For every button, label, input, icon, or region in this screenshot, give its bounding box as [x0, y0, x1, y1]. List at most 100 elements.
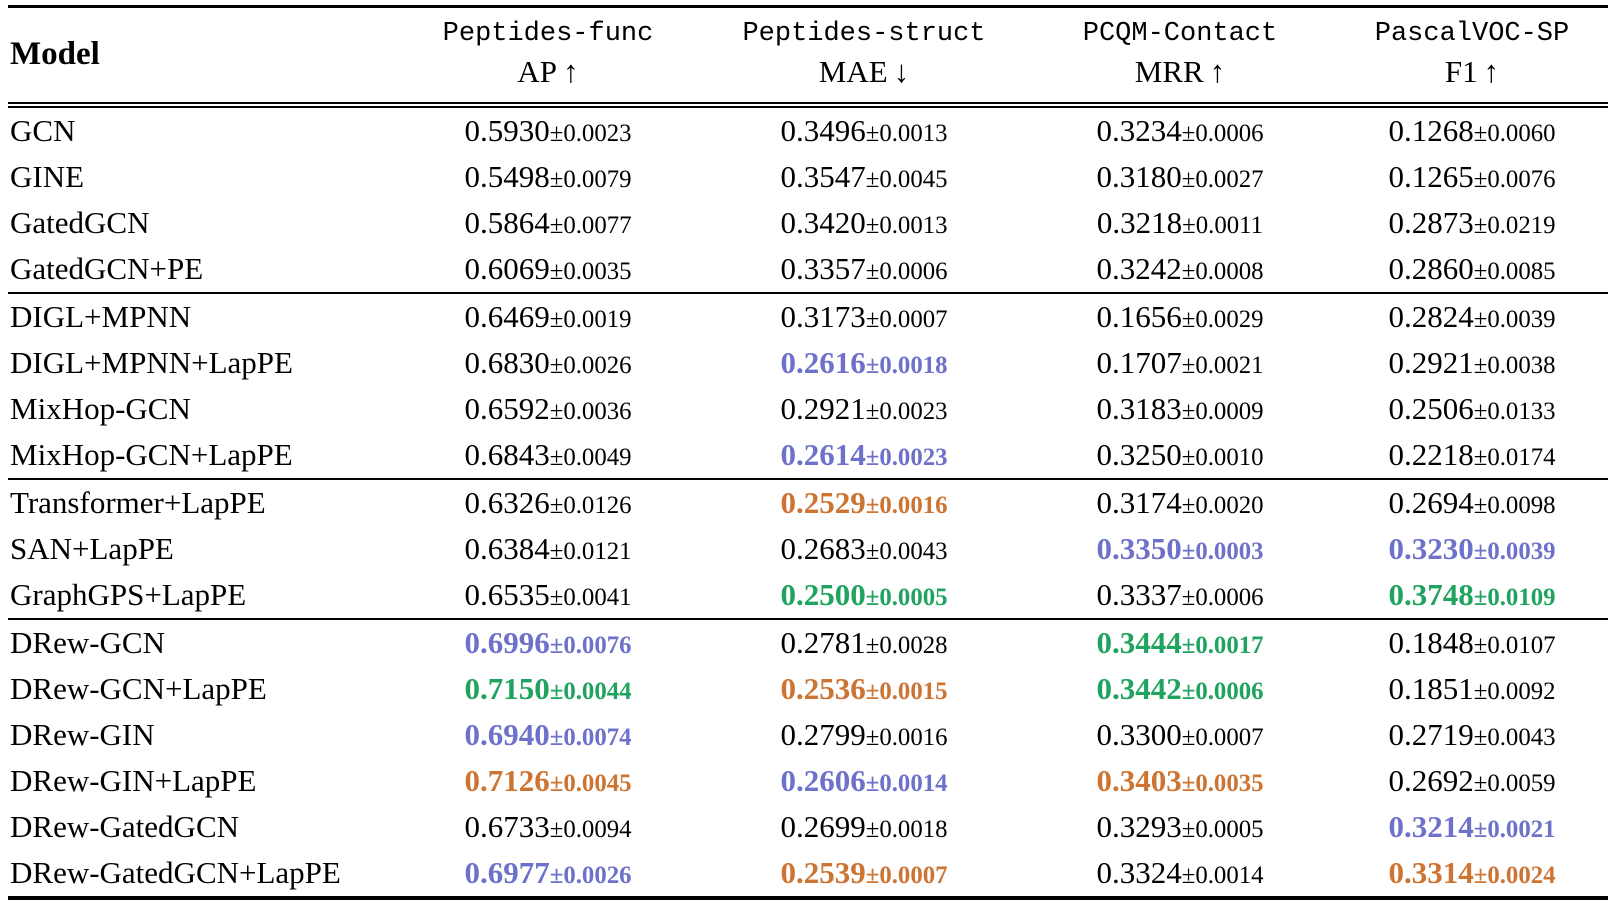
result-cell: 0.2824±0.0039 — [1336, 292, 1608, 340]
result-std: ±0.0107 — [1473, 632, 1556, 659]
result-std: ±0.0049 — [549, 444, 632, 471]
result-std: ±0.0109 — [1473, 584, 1556, 611]
result-mean: 0.2799 — [780, 717, 866, 752]
metric-label: MAE ↓ — [704, 52, 1024, 92]
result-cell: 0.2921±0.0023 — [704, 386, 1024, 432]
result-std: ±0.0006 — [1181, 120, 1264, 147]
result-mean: 0.3218 — [1096, 205, 1183, 240]
result-cell: 0.2719±0.0043 — [1336, 712, 1608, 758]
result-cell: 0.3403±0.0035 — [1024, 758, 1336, 804]
metric-direction-arrow-icon: ↓ — [893, 54, 910, 89]
result-std: ±0.0085 — [1473, 258, 1556, 285]
result-std: ±0.0021 — [1181, 352, 1264, 379]
model-column-header: Model — [8, 6, 392, 108]
result-mean: 0.2536 — [780, 671, 866, 706]
metric-label: MRR ↑ — [1024, 52, 1336, 92]
result-cell: 0.2616±0.0018 — [704, 340, 1024, 386]
result-mean: 0.2614 — [780, 437, 866, 472]
result-cell: 0.6940±0.0074 — [392, 712, 704, 758]
result-std: ±0.0059 — [1473, 770, 1556, 797]
result-mean: 0.6843 — [464, 437, 550, 472]
result-std: ±0.0016 — [865, 492, 948, 519]
result-mean: 0.1268 — [1388, 113, 1474, 148]
result-mean: 0.2506 — [1388, 391, 1474, 426]
result-mean: 0.1707 — [1096, 345, 1182, 380]
result-mean: 0.3242 — [1096, 251, 1182, 286]
result-std: ±0.0174 — [1473, 444, 1556, 471]
result-std: ±0.0039 — [1473, 306, 1556, 333]
metric-name: AP — [517, 54, 558, 89]
result-mean: 0.2921 — [780, 391, 866, 426]
result-cell: 0.2699±0.0018 — [704, 804, 1024, 850]
result-cell: 0.2683±0.0043 — [704, 526, 1024, 572]
result-mean: 0.3293 — [1096, 809, 1182, 844]
result-std: ±0.0035 — [1181, 770, 1264, 797]
metric-direction-arrow-icon: ↑ — [563, 54, 579, 89]
result-cell: 0.1268±0.0060 — [1336, 105, 1608, 154]
result-cell: 0.7150±0.0044 — [392, 666, 704, 712]
result-mean: 0.3403 — [1096, 763, 1182, 798]
result-cell: 0.6843±0.0049 — [392, 432, 704, 479]
result-cell: 0.2500±0.0005 — [704, 572, 1024, 619]
result-mean: 0.3547 — [780, 159, 866, 194]
dataset-name: Peptides-struct — [742, 19, 986, 49]
result-cell: 0.2539±0.0007 — [704, 850, 1024, 898]
result-cell: 0.7126±0.0045 — [392, 758, 704, 804]
result-mean: 0.6940 — [464, 717, 550, 752]
result-std: ±0.0016 — [865, 724, 948, 751]
result-std: ±0.0038 — [1473, 352, 1556, 379]
dataset-column-header: Peptides-func AP ↑ — [392, 6, 704, 108]
metric-label: AP ↑ — [392, 52, 704, 92]
dataset-column-header: Peptides-struct MAE ↓ — [704, 6, 1024, 108]
result-mean: 0.6830 — [464, 345, 550, 380]
result-std: ±0.0023 — [865, 398, 948, 425]
result-std: ±0.0219 — [1473, 212, 1556, 239]
table-row: MixHop-GCN+LapPE 0.6843±0.0049 0.2614±0.… — [8, 432, 1608, 479]
table-row: DRew-GCN+LapPE 0.7150±0.0044 0.2536±0.00… — [8, 666, 1608, 712]
result-cell: 0.6469±0.0019 — [392, 292, 704, 340]
result-mean: 0.7150 — [464, 671, 550, 706]
model-name: DRew-GatedGCN+LapPE — [10, 855, 341, 890]
table-row: MixHop-GCN 0.6592±0.0036 0.2921±0.0023 0… — [8, 386, 1608, 432]
result-cell: 0.5864±0.0077 — [392, 200, 704, 246]
result-mean: 0.3230 — [1388, 531, 1474, 566]
result-std: ±0.0043 — [865, 538, 948, 565]
result-cell: 0.6733±0.0094 — [392, 804, 704, 850]
result-std: ±0.0076 — [549, 632, 632, 659]
result-cell: 0.6069±0.0035 — [392, 246, 704, 293]
result-cell: 0.3547±0.0045 — [704, 154, 1024, 200]
result-mean: 0.6733 — [464, 809, 550, 844]
result-std: ±0.0039 — [1473, 538, 1556, 565]
result-mean: 0.6535 — [464, 577, 550, 612]
result-cell: 0.2860±0.0085 — [1336, 246, 1608, 293]
result-std: ±0.0017 — [1181, 632, 1264, 659]
result-cell: 0.5930±0.0023 — [392, 105, 704, 154]
model-name: GatedGCN — [10, 205, 150, 240]
result-mean: 0.2692 — [1388, 763, 1474, 798]
result-cell: 0.3242±0.0008 — [1024, 246, 1336, 293]
result-cell: 0.3230±0.0039 — [1336, 526, 1608, 572]
result-std: ±0.0007 — [865, 862, 948, 889]
result-std: ±0.0036 — [549, 398, 632, 425]
table-row: DRew-GatedGCN 0.6733±0.0094 0.2699±0.001… — [8, 804, 1608, 850]
result-cell: 0.5498±0.0079 — [392, 154, 704, 200]
result-mean: 0.2606 — [780, 763, 866, 798]
result-cell: 0.2614±0.0023 — [704, 432, 1024, 479]
result-std: ±0.0023 — [549, 120, 632, 147]
result-mean: 0.2694 — [1388, 485, 1474, 520]
result-mean: 0.3234 — [1096, 113, 1182, 148]
result-cell: 0.3293±0.0005 — [1024, 804, 1336, 850]
result-cell: 0.3442±0.0006 — [1024, 666, 1336, 712]
table-row: GatedGCN 0.5864±0.0077 0.3420±0.0013 0.3… — [8, 200, 1608, 246]
result-cell: 0.3234±0.0006 — [1024, 105, 1336, 154]
result-mean: 0.3183 — [1096, 391, 1182, 426]
result-cell: 0.2606±0.0014 — [704, 758, 1024, 804]
table-row: DRew-GIN 0.6940±0.0074 0.2799±0.0016 0.3… — [8, 712, 1608, 758]
result-std: ±0.0133 — [1473, 398, 1556, 425]
result-cell: 0.3174±0.0020 — [1024, 478, 1336, 526]
result-std: ±0.0011 — [1182, 212, 1264, 239]
result-std: ±0.0098 — [1473, 492, 1556, 519]
result-cell: 0.6830±0.0026 — [392, 340, 704, 386]
result-std: ±0.0029 — [1181, 306, 1264, 333]
